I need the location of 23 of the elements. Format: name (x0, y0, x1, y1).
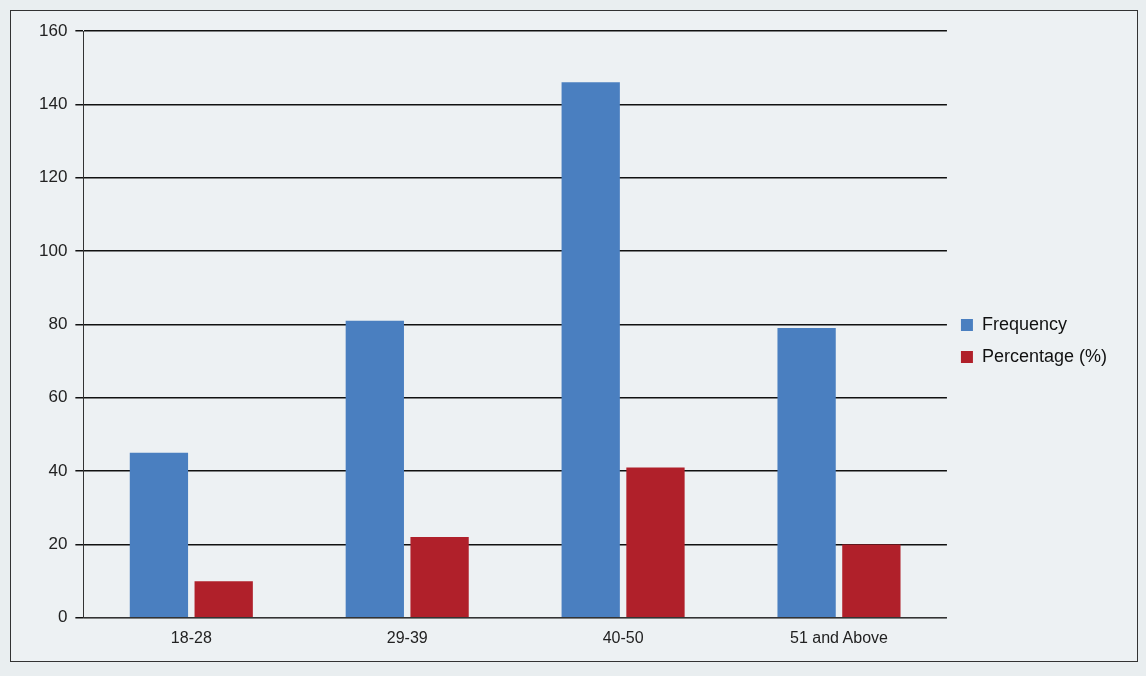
y-tick-label: 100 (38, 240, 68, 260)
y-tick-label: 60 (48, 387, 68, 407)
legend-label: Frequency (981, 313, 1067, 334)
bar (194, 581, 253, 618)
bar (777, 328, 836, 618)
y-tick-label: 80 (48, 314, 68, 334)
bar (842, 544, 901, 618)
y-tick-label: 140 (38, 94, 68, 114)
y-tick-label: 40 (48, 460, 68, 480)
y-tick-label: 20 (48, 534, 68, 554)
x-tick-label: 29-39 (386, 628, 428, 646)
x-tick-label: 51 and Above (790, 628, 889, 646)
y-tick-label: 0 (57, 607, 68, 627)
bar (626, 467, 685, 618)
bar (345, 320, 404, 618)
bar (561, 82, 620, 618)
x-tick-label: 18-28 (170, 628, 212, 646)
y-tick-label: 160 (38, 20, 68, 40)
y-tick-label: 120 (38, 167, 68, 187)
x-tick-label: 40-50 (602, 628, 644, 646)
bar (129, 452, 189, 618)
bar (410, 537, 469, 618)
legend-label: Percentage (%) (981, 345, 1107, 366)
